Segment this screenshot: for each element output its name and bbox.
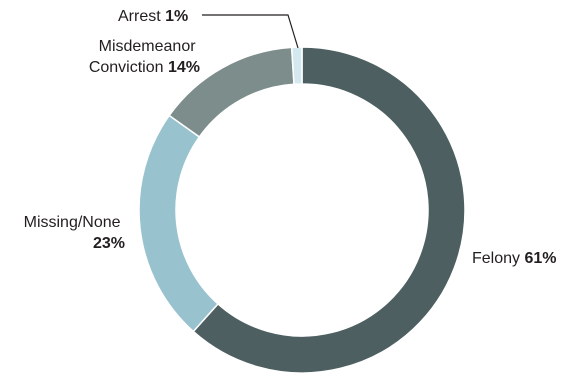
label-felony-value: 61% bbox=[524, 250, 556, 267]
label-missing-value: 23% bbox=[93, 235, 125, 252]
arrest-leader-line bbox=[202, 14, 299, 49]
label-felony: Felony 61% bbox=[472, 250, 557, 267]
donut-slices bbox=[138, 46, 466, 374]
slice-arrest bbox=[290, 46, 303, 86]
label-felony-name: Felony bbox=[472, 250, 520, 267]
label-misdemeanor-line1: Misdemeanor bbox=[99, 38, 197, 55]
label-missing: Missing/None 23% bbox=[24, 214, 125, 252]
label-misdemeanor: Misdemeanor Conviction 14% bbox=[89, 38, 200, 76]
slice-missing-none bbox=[138, 114, 220, 333]
label-missing-name: Missing/None bbox=[24, 214, 121, 231]
label-arrest-name: Arrest bbox=[118, 8, 161, 25]
label-arrest-value: 1% bbox=[165, 8, 188, 25]
slice-felony bbox=[192, 46, 466, 374]
label-misdemeanor-line2-text: Conviction bbox=[89, 59, 164, 76]
label-arrest: Arrest 1% bbox=[118, 8, 188, 25]
label-misdemeanor-value: 14% bbox=[168, 59, 200, 76]
label-misdemeanor-line2: Conviction 14% bbox=[89, 59, 200, 76]
